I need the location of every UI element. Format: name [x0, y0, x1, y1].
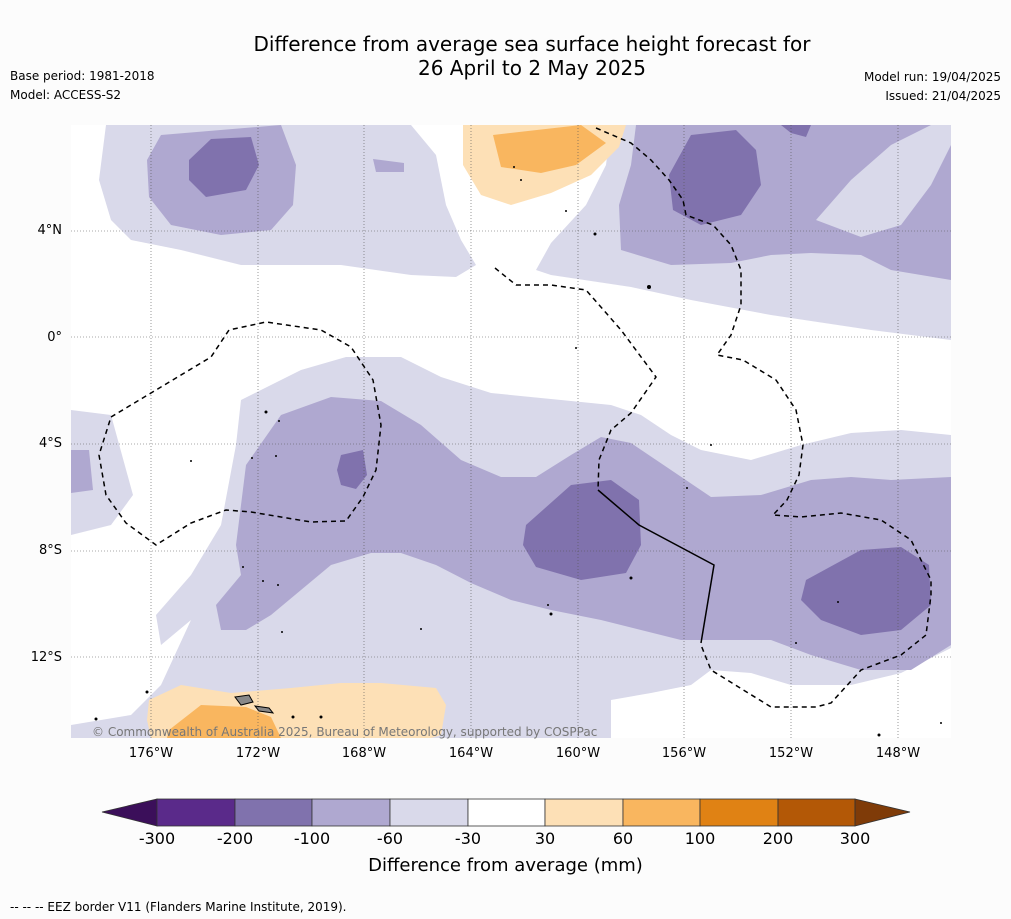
colorbar-segment-8	[699, 798, 779, 827]
colorbar-tick: 60	[612, 829, 634, 848]
colorbar-min-arrow	[101, 798, 158, 827]
base-period: Base period: 1981-2018	[10, 69, 155, 83]
colorbar-tick: 30	[534, 829, 556, 848]
colorbar-tick: -200	[216, 829, 254, 848]
colorbar-segment-1	[156, 798, 236, 827]
lat-label-4n: 4°N	[37, 223, 63, 238]
model-name: Model: ACCESS-S2	[10, 88, 122, 102]
island-samoa-savaii	[234, 694, 254, 706]
colorbar-tick: -60	[376, 829, 404, 848]
colorbar-label: Difference from average (mm)	[368, 855, 643, 876]
lat-label-4s: 4°S	[38, 436, 62, 451]
colorbar-tick: -100	[293, 829, 331, 848]
eez-legend-note: -- -- -- EEZ border V11 (Flanders Marine…	[10, 900, 347, 914]
map-title-line1: Difference from average sea surface heig…	[253, 32, 811, 56]
lon-label-168w: 168°W	[341, 746, 387, 761]
colorbar-segment-2	[234, 798, 313, 827]
map-title-line2: 26 April to 2 May 2025	[418, 56, 646, 80]
colorbar-max-arrow	[854, 798, 911, 827]
lon-label-152w: 152°W	[768, 746, 814, 761]
eez-borders	[98, 127, 932, 708]
lon-label-148w: 148°W	[875, 746, 921, 761]
graticule	[71, 125, 951, 738]
colorbar-tick: -30	[454, 829, 482, 848]
lat-label-12s: 12°S	[30, 650, 62, 665]
lon-label-156w: 156°W	[661, 746, 707, 761]
shading-pos-mid-south	[167, 705, 281, 738]
colorbar-tick: -300	[138, 829, 176, 848]
lat-label-0: 0°	[47, 330, 62, 345]
sea-surface-height-map	[71, 125, 951, 738]
atolls	[94, 166, 942, 737]
shading-mid-south-west	[71, 450, 93, 493]
island-samoa-upolu	[253, 705, 275, 714]
shading-dark-south-small	[337, 450, 367, 489]
colorbar-segment-4	[389, 798, 469, 827]
lon-label-160w: 160°W	[555, 746, 601, 761]
shading-mid-small	[373, 159, 404, 172]
shading-light-ne-inner	[816, 125, 951, 237]
colorbar-segment-7	[622, 798, 701, 827]
model-run-date: Model run: 19/04/2025	[863, 70, 1001, 84]
colorbar-segment-3	[311, 798, 391, 827]
colorbar-tick: 200	[762, 829, 794, 848]
colorbar-segment-6	[544, 798, 624, 827]
eez-border-solid	[597, 489, 715, 644]
shading-dark-south-center	[523, 480, 641, 580]
lon-label-164w: 164°W	[448, 746, 494, 761]
colorbar-segment-9	[777, 798, 856, 827]
shading-dark-south-east	[801, 547, 931, 635]
lat-label-8s: 8°S	[38, 543, 62, 558]
colorbar-tick: 300	[839, 829, 871, 848]
shading-dark-northwest	[189, 137, 259, 197]
copyright-notice: © Commonwealth of Australia 2025, Bureau…	[92, 725, 598, 739]
colorbar	[101, 798, 911, 827]
colorbar-segment-5	[467, 798, 546, 827]
lon-label-176w: 176°W	[128, 746, 174, 761]
shading-dark-northeast	[669, 130, 761, 225]
lon-label-172w: 172°W	[235, 746, 281, 761]
colorbar-tick: 100	[684, 829, 716, 848]
issued-date: Issued: 21/04/2025	[885, 89, 1001, 103]
shading-dark-ne-small	[781, 125, 811, 137]
